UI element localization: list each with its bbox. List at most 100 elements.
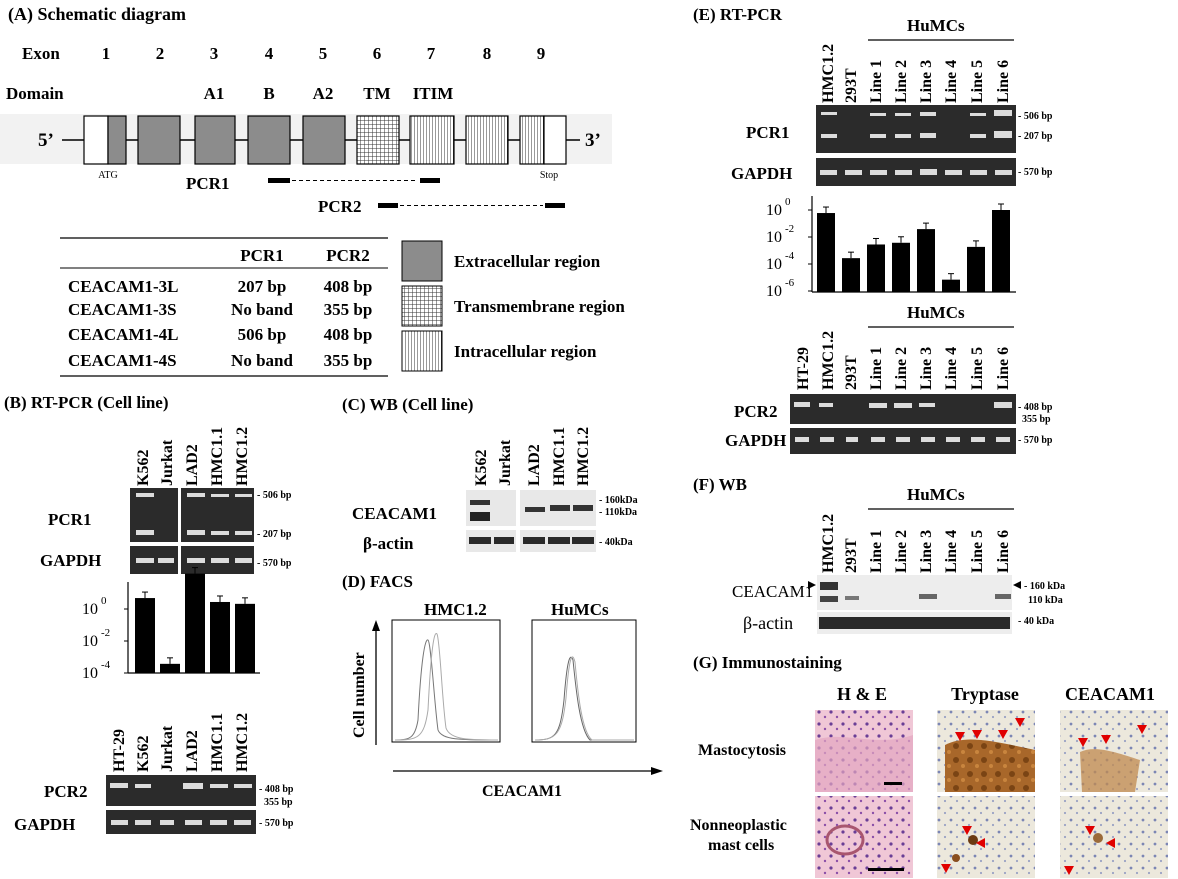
marker-label: - 408 bp (1018, 402, 1053, 413)
band (970, 170, 987, 175)
marker-label: 355 bp (1022, 414, 1051, 425)
band (469, 537, 491, 544)
band (970, 134, 986, 138)
pcr2-label: PCR2 (318, 197, 361, 216)
band (869, 403, 887, 408)
panel-f: (F) WB HuMCs HMC1.2 293T Line 1 Line 2 L… (693, 475, 1065, 634)
band (470, 500, 490, 505)
pcr1-bands (136, 493, 252, 535)
pcr1-bands (821, 110, 1012, 138)
lane-label: 293T (843, 68, 860, 103)
marker-label: - 570 bp (1018, 167, 1053, 178)
band (895, 134, 911, 138)
lane-label: LAD2 (184, 730, 201, 772)
ceacam1-positive-cells (1080, 749, 1140, 792)
lane-label: Line 4 (943, 60, 960, 103)
legend-label: Intracellular region (454, 342, 597, 361)
arrowhead-right-icon (808, 581, 816, 589)
table-cell: CEACAM1-4L (68, 325, 179, 344)
domain-names: A1 B A2 TM ITIM (204, 84, 454, 103)
ceacam1-row-label: CEACAM1 (732, 582, 813, 601)
panel-g: (G) Immunostaining H & E Tryptase CEACAM… (690, 653, 1168, 878)
panel-e: (E) RT-PCR HuMCs HMC1.2 293T Line 1 Line… (693, 5, 1053, 454)
blot-ceacam1 (817, 575, 1012, 610)
domain-name: B (263, 84, 274, 103)
panel-c: (C) WB (Cell line) K562 Jurkat LAD2 HMC1… (342, 395, 638, 553)
table-header: PCR2 (326, 246, 369, 265)
pcr1-row-label: PCR1 (746, 123, 789, 142)
band (971, 437, 985, 442)
band (845, 170, 862, 175)
facs-histogram-ceacam1 (534, 656, 634, 741)
lane-label: Line 4 (943, 347, 960, 390)
band (211, 531, 229, 535)
band (994, 402, 1012, 408)
band (235, 558, 252, 563)
mast-cell (1093, 833, 1103, 843)
band (160, 820, 174, 825)
lane-label: K562 (135, 736, 152, 772)
marker-label: 355 bp (264, 797, 293, 808)
table-cell: No band (231, 300, 293, 319)
tick-exponent: -6 (785, 277, 795, 289)
pcr1-row-label: PCR1 (48, 510, 91, 529)
lane-label: HT-29 (111, 729, 128, 772)
lane-label: Line 6 (995, 530, 1012, 573)
marker-label: - 570 bp (1018, 435, 1053, 446)
group-label-3: HuMCs (907, 485, 965, 504)
lane-label: Line 6 (995, 60, 1012, 103)
lane-label: Line 6 (995, 347, 1012, 390)
lane-label: Line 2 (893, 530, 910, 573)
row-label-mastocytosis: Mastocytosis (698, 742, 786, 759)
exon-number: 2 (156, 44, 165, 63)
domain-name: ITIM (413, 84, 454, 103)
band (187, 493, 205, 497)
marker-label: - 408 bp (259, 784, 294, 795)
band (234, 820, 251, 825)
lane-label: HMC1.2 (820, 44, 837, 103)
bar-k562 (135, 598, 155, 673)
domain-name: A2 (313, 84, 334, 103)
gapdh-row-label-2: GAPDH (725, 431, 786, 450)
band (183, 783, 203, 789)
band (870, 134, 886, 138)
band (995, 594, 1011, 599)
marker-label: - 207 bp (1018, 131, 1053, 142)
exon-number: 3 (210, 44, 219, 63)
table-cell: CEACAM1-3L (68, 277, 179, 296)
marker-label: - 40 kDa (1018, 616, 1054, 627)
gel-gapdh-2 (106, 810, 256, 834)
band (895, 170, 912, 175)
table-cell: 506 bp (238, 325, 287, 344)
facs-plot-hmc12 (391, 619, 501, 743)
exon-1-utr (83, 115, 109, 165)
panel-d: (D) FACS HMC1.2 HuMCs Cell number CEACAM… (342, 572, 663, 800)
facs-histogram-isotype (534, 656, 634, 741)
scale-bar (884, 782, 902, 785)
band (821, 134, 837, 138)
bar-line-5 (967, 246, 985, 292)
band (994, 131, 1012, 138)
panel-a: (A) Schematic diagram Exon 1 2 3 4 5 6 7… (0, 4, 625, 377)
panel-g-title: (G) Immunostaining (693, 653, 842, 672)
band (548, 537, 570, 544)
legend-swatch-transmembrane (401, 285, 443, 327)
tick-exponent: -2 (785, 223, 794, 235)
lane-label: K562 (473, 450, 490, 486)
column-label: H & E (837, 684, 887, 704)
band (158, 558, 174, 563)
lane-label: Line 2 (893, 60, 910, 103)
table-cell: 207 bp (238, 277, 287, 296)
domain-label: Domain (6, 84, 64, 103)
lane-label: Line 1 (868, 60, 885, 103)
band (187, 530, 205, 535)
lane-label: Line 5 (969, 530, 986, 573)
tick-label: 10 (766, 229, 782, 246)
vessel (825, 824, 865, 856)
pcr1-label: PCR1 (186, 174, 229, 193)
arrowhead-down-icon (1078, 738, 1088, 747)
panel-e-title: (E) RT-PCR (693, 5, 783, 24)
image-ceacam1-nonneoplastic (1060, 796, 1168, 878)
tick-label: 10 (82, 601, 98, 618)
lane-label: HMC1.2 (820, 331, 837, 390)
